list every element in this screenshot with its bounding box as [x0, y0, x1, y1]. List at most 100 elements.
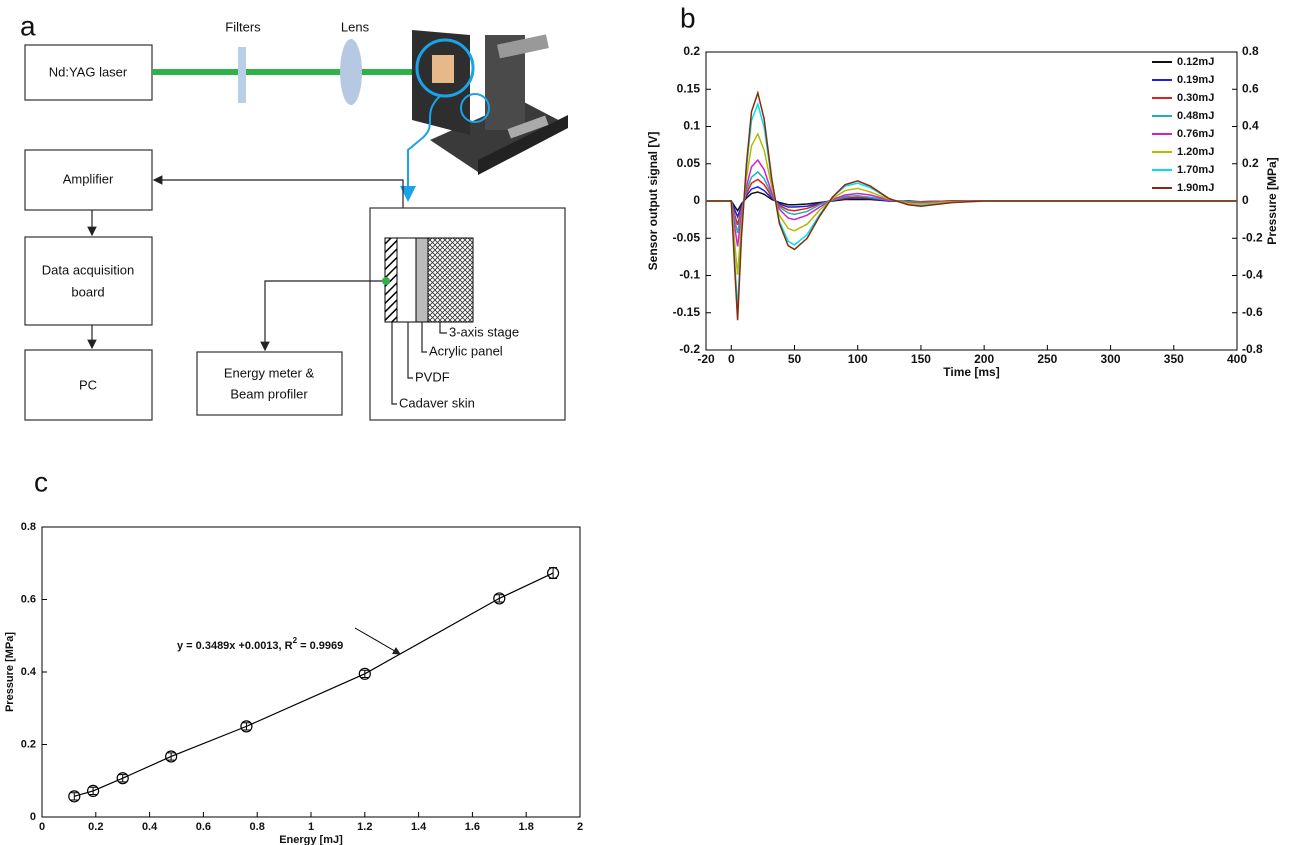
- y-tick-label: 0.2: [21, 738, 36, 750]
- zoom-arrow: [400, 95, 441, 202]
- legend-label: 0.76mJ: [1177, 128, 1214, 140]
- equation-part: = 0.9969: [297, 640, 343, 652]
- x-tick-label: 250: [1037, 352, 1057, 366]
- y-tick-label: 0: [30, 811, 36, 823]
- leader: [439, 322, 447, 334]
- chart: 0 0.2 0.4 0.6 0.8 1 1.2 1.4 1.6 1.8 2 0 0.2 0.4 0.6 0.8…: [4, 521, 583, 845]
- y2-axis-label: Pressure [MPa]: [1265, 157, 1279, 244]
- series-line: [706, 158, 1237, 247]
- acrylic-layer: [415, 237, 429, 323]
- x-tick-label: 1.2: [357, 821, 372, 833]
- error-bar: [242, 722, 251, 731]
- daq-label: board: [71, 284, 104, 299]
- filters-label: Filters: [225, 19, 261, 34]
- x-tick-label: 1.8: [519, 821, 534, 833]
- filter: [238, 47, 246, 103]
- x-tick-label: 0: [728, 352, 735, 366]
- x-tick-label: 100: [848, 352, 868, 366]
- y-tick-label: 0: [693, 193, 700, 207]
- stage-layer: [427, 237, 474, 323]
- x-tick-label: 1.6: [465, 821, 480, 833]
- panel-label: b: [680, 2, 696, 33]
- y-tick-label: 0.2: [683, 44, 700, 58]
- data-point: [116, 772, 129, 785]
- legend-label: 0.12mJ: [1177, 56, 1214, 68]
- y2-tick-label: -0.8: [1242, 342, 1263, 356]
- y-tick-label: 0.15: [677, 81, 701, 95]
- beam-wire: [260, 280, 386, 352]
- x-tick-label: 400: [1227, 352, 1247, 366]
- x-tick-label: 0: [39, 821, 45, 833]
- legend-label: 1.70mJ: [1177, 164, 1214, 176]
- equation-part: y = 0.3489x +0.0013, R: [177, 640, 293, 652]
- x-tick-label: -20: [697, 352, 715, 366]
- error-bar: [549, 567, 558, 579]
- x-tick-label: 350: [1164, 352, 1184, 366]
- y-axis-label: Pressure [MPa]: [4, 632, 16, 712]
- x-tick-label: 0.8: [250, 821, 265, 833]
- data-point: [165, 750, 178, 763]
- leader: [407, 322, 413, 379]
- error-bar: [360, 669, 369, 678]
- series-line: [706, 90, 1237, 321]
- y-tick-label: 0.1: [683, 119, 700, 133]
- y-tick-label: 0.05: [677, 156, 701, 170]
- y2-tick-label: -0.4: [1242, 268, 1263, 282]
- charts: -20 0 50 100 150 200 250 300 350 400-0.2-0.15-0.1…: [4, 44, 1279, 845]
- x-tick-label: 300: [1101, 352, 1121, 366]
- skin-label: Cadaver skin: [399, 395, 475, 410]
- plot-frame: [41, 526, 581, 818]
- panel-label: a: [20, 10, 36, 41]
- pvdf-layer: [396, 237, 417, 323]
- y-axis-label: Sensor output signal [V]: [646, 132, 660, 271]
- pvdf-label: PVDF: [415, 369, 450, 384]
- x-tick-label: 0.2: [88, 821, 103, 833]
- x-tick-label: 200: [974, 352, 994, 366]
- x-tick-label: 2: [577, 821, 583, 833]
- y-tick-label: -0.05: [673, 230, 701, 244]
- laser-box: [24, 44, 153, 101]
- energy-meter-label: Energy meter &: [224, 365, 315, 380]
- y-tick-label: 0.4: [21, 666, 37, 678]
- legend-label: 0.19mJ: [1177, 74, 1214, 86]
- x-tick-label: 1: [308, 821, 314, 833]
- diagram: Nd:YAG laser Filters Lens Amplifier Data…: [24, 19, 568, 421]
- data-point: [87, 784, 100, 798]
- error-bar: [70, 792, 79, 801]
- legend-label: 1.20mJ: [1177, 146, 1214, 158]
- equation-part: 2: [293, 636, 298, 645]
- laser-label: Nd:YAG laser: [49, 64, 128, 79]
- data-point: [546, 566, 560, 580]
- stage-device: [412, 30, 568, 175]
- data-point: [68, 790, 81, 803]
- legend-label: 0.30mJ: [1177, 92, 1214, 104]
- panel-label: c: [34, 466, 48, 497]
- y2-tick-label: 0.4: [1242, 119, 1259, 133]
- acrylic-label: Acrylic panel: [429, 343, 503, 358]
- y-tick-label: 0.6: [21, 593, 36, 605]
- y-tick-label: -0.2: [679, 342, 700, 356]
- amplifier-label: Amplifier: [63, 171, 114, 186]
- error-bar: [495, 594, 504, 603]
- y2-tick-label: -0.6: [1242, 305, 1263, 319]
- y2-tick-label: 0.2: [1242, 156, 1259, 170]
- x-tick-label: 0.6: [196, 821, 211, 833]
- error-bar: [89, 786, 98, 796]
- error-bar: [118, 774, 127, 783]
- legend-label: 1.90mJ: [1177, 182, 1214, 194]
- leader: [421, 322, 427, 353]
- fit-line: [74, 572, 554, 797]
- y2-tick-label: -0.2: [1242, 230, 1263, 244]
- daq-box: [24, 236, 153, 326]
- signal-wire: [152, 175, 404, 240]
- data-point: [240, 720, 253, 733]
- x-tick-label: 0.4: [142, 821, 158, 833]
- data-point: [493, 592, 506, 605]
- y2-tick-label: 0: [1242, 193, 1249, 207]
- y-tick-label: 0.8: [21, 521, 36, 533]
- data-point: [358, 667, 371, 680]
- energy-meter-box: [196, 351, 343, 416]
- x-axis-label: Time [ms]: [943, 365, 999, 379]
- x-tick-label: 50: [788, 352, 802, 366]
